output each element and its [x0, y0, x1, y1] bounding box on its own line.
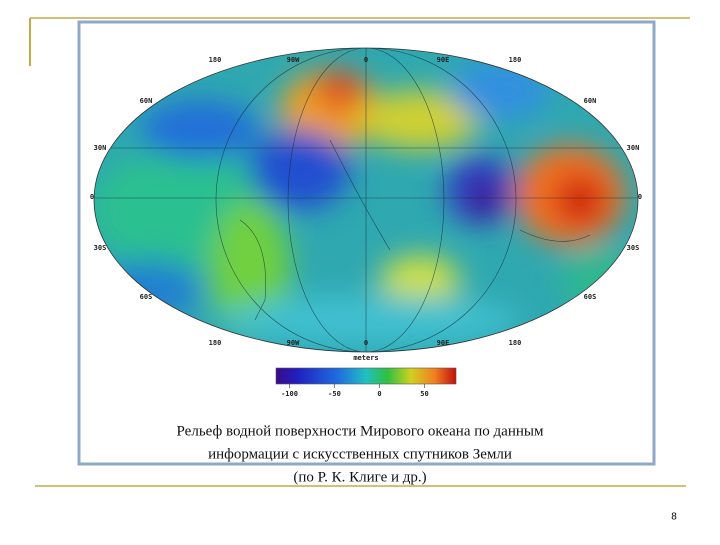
- longitude-label: 180: [509, 339, 522, 347]
- caption: информации с искусственных спутников Зем…: [208, 446, 512, 462]
- latitude-label: 60N: [140, 97, 153, 105]
- caption: (по Р. К. Клиге и др.): [293, 469, 426, 485]
- colorbar: [275, 367, 457, 385]
- longitude-label: 90W: [287, 56, 300, 64]
- colorbar-tick-label: 50: [420, 390, 428, 398]
- colorbar-tick-label: -100: [281, 390, 298, 398]
- latitude-label: 0: [638, 193, 642, 201]
- latitude-label: 60S: [584, 293, 597, 301]
- latitude-label: 30S: [627, 244, 640, 252]
- latitude-label: 30S: [94, 244, 107, 252]
- longitude-label: 0: [364, 56, 368, 64]
- colorbar-tick-label: 0: [377, 390, 381, 398]
- longitude-label: 180: [509, 56, 522, 64]
- colorbar-tick-label: -50: [328, 390, 341, 398]
- longitude-label: 0: [364, 339, 368, 347]
- latitude-label: 0: [90, 193, 94, 201]
- colorbar-title: meters: [353, 354, 378, 362]
- longitude-label: 180: [209, 56, 222, 64]
- map-outline: [93, 47, 639, 353]
- latitude-label: 30N: [627, 144, 640, 152]
- longitude-label: 180: [209, 339, 222, 347]
- longitude-label: 90W: [287, 339, 300, 347]
- longitude-label: 90E: [437, 339, 450, 347]
- latitude-label: 30N: [94, 144, 107, 152]
- latitude-label: 60N: [584, 97, 597, 105]
- caption: Рельеф водной поверхности Мирового океан…: [177, 423, 544, 439]
- map: [94, 48, 638, 352]
- page-number: 8: [671, 512, 677, 523]
- latitude-label: 60S: [140, 293, 153, 301]
- longitude-label: 90E: [437, 56, 450, 64]
